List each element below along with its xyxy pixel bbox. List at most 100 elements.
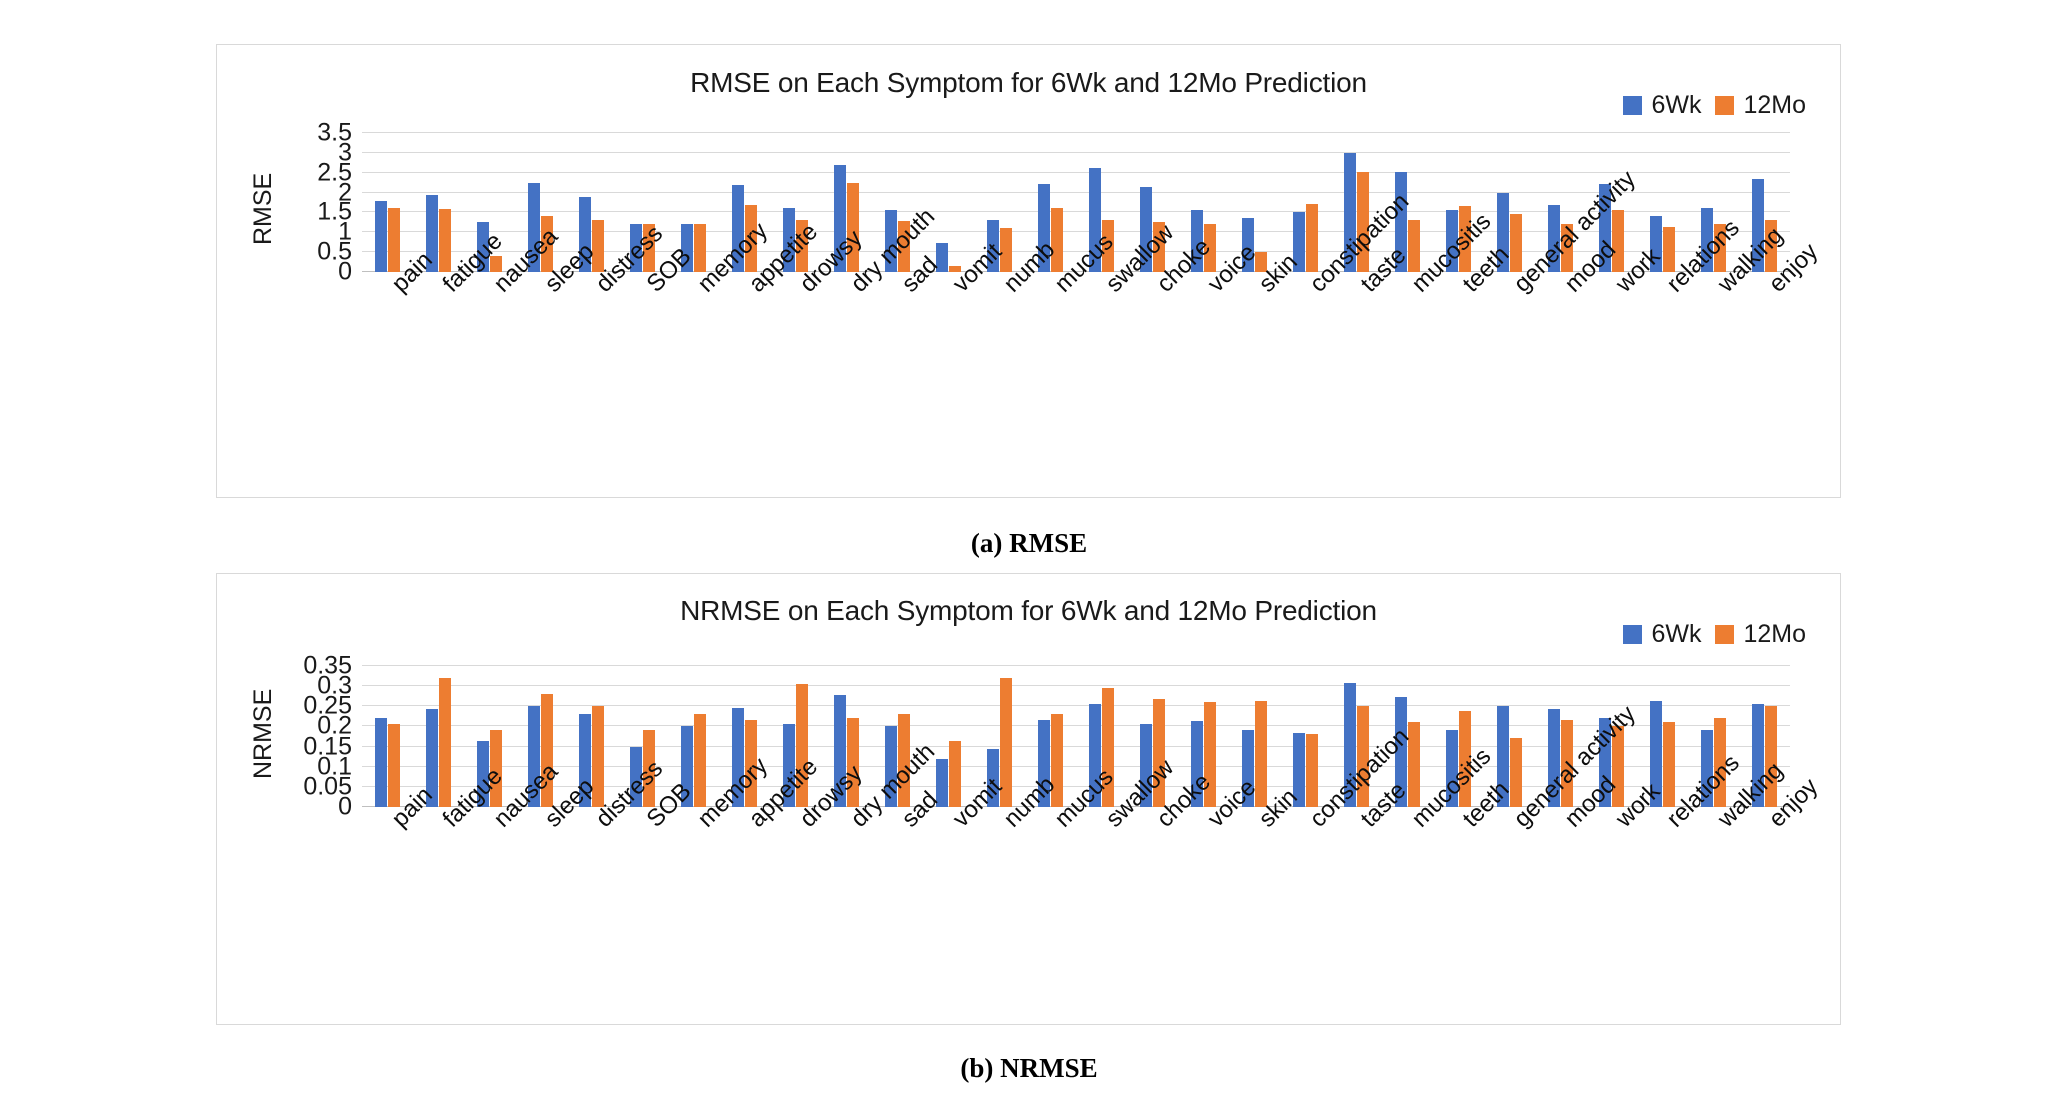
legend-item-6wk[interactable]: 6Wk: [1623, 622, 1701, 647]
bar-12mo[interactable]: [1561, 224, 1573, 272]
bar-6wk[interactable]: [1701, 208, 1713, 272]
bar-12mo[interactable]: [1510, 737, 1522, 807]
bar-6wk[interactable]: [681, 224, 693, 272]
bar-12mo[interactable]: [1306, 203, 1318, 272]
bar-12mo[interactable]: [592, 220, 604, 272]
bar-12mo[interactable]: [643, 730, 655, 807]
bar-6wk[interactable]: [1497, 192, 1509, 272]
bar-6wk[interactable]: [1242, 730, 1254, 807]
bar-6wk[interactable]: [375, 201, 387, 272]
bar-6wk[interactable]: [477, 222, 489, 272]
bar-6wk[interactable]: [477, 740, 489, 807]
bar-6wk[interactable]: [885, 726, 897, 807]
bar-6wk[interactable]: [1191, 210, 1203, 272]
bar-12mo[interactable]: [1357, 171, 1369, 272]
bar-12mo[interactable]: [1153, 222, 1165, 272]
bar-6wk[interactable]: [1752, 178, 1764, 272]
bar-6wk[interactable]: [426, 194, 438, 272]
bar-12mo[interactable]: [1408, 722, 1420, 807]
bar-6wk[interactable]: [1140, 186, 1152, 272]
bar-6wk[interactable]: [1140, 724, 1152, 807]
bar-12mo[interactable]: [1765, 706, 1777, 807]
bar-6wk[interactable]: [1293, 733, 1305, 807]
bar-12mo[interactable]: [1255, 701, 1267, 807]
bar-6wk[interactable]: [1650, 701, 1662, 807]
bar-12mo[interactable]: [745, 205, 757, 272]
bar-12mo[interactable]: [643, 224, 655, 272]
bar-6wk[interactable]: [936, 759, 948, 807]
bar-12mo[interactable]: [1612, 726, 1624, 807]
bar-6wk[interactable]: [630, 747, 642, 807]
bar-12mo[interactable]: [1408, 220, 1420, 272]
bar-6wk[interactable]: [1089, 704, 1101, 807]
bar-12mo[interactable]: [694, 714, 706, 807]
bar-6wk[interactable]: [1701, 730, 1713, 807]
bar-12mo[interactable]: [1663, 722, 1675, 807]
bar-12mo[interactable]: [1306, 733, 1318, 807]
bar-6wk[interactable]: [834, 164, 846, 272]
bar-6wk[interactable]: [1344, 682, 1356, 807]
bar-6wk[interactable]: [834, 695, 846, 807]
bar-12mo[interactable]: [1765, 220, 1777, 272]
bar-6wk[interactable]: [1038, 720, 1050, 807]
bar-12mo[interactable]: [1051, 208, 1063, 272]
bar-12mo[interactable]: [388, 208, 400, 272]
bar-6wk[interactable]: [1191, 721, 1203, 807]
bar-6wk[interactable]: [1446, 730, 1458, 807]
bar-12mo[interactable]: [1204, 224, 1216, 272]
bar-12mo[interactable]: [745, 720, 757, 807]
bar-6wk[interactable]: [579, 713, 591, 807]
bar-12mo[interactable]: [847, 717, 859, 807]
bar-12mo[interactable]: [1510, 214, 1522, 272]
bar-6wk[interactable]: [528, 706, 540, 807]
bar-12mo[interactable]: [694, 224, 706, 272]
bar-6wk[interactable]: [1548, 709, 1560, 807]
bar-12mo[interactable]: [1459, 206, 1471, 272]
bar-12mo[interactable]: [1612, 210, 1624, 272]
bar-12mo[interactable]: [490, 256, 502, 272]
bar-12mo[interactable]: [898, 714, 910, 807]
bar-6wk[interactable]: [1089, 167, 1101, 272]
bar-6wk[interactable]: [1599, 183, 1611, 272]
bar-12mo[interactable]: [1102, 688, 1114, 807]
bar-6wk[interactable]: [579, 197, 591, 272]
bar-12mo[interactable]: [1204, 702, 1216, 807]
bar-12mo[interactable]: [1714, 224, 1726, 272]
bar-12mo[interactable]: [1255, 252, 1267, 272]
legend-item-12mo[interactable]: 12Mo: [1715, 622, 1806, 647]
bar-12mo[interactable]: [796, 684, 808, 807]
bar-6wk[interactable]: [1650, 216, 1662, 272]
bar-12mo[interactable]: [439, 678, 451, 807]
bar-12mo[interactable]: [898, 221, 910, 272]
bar-12mo[interactable]: [541, 215, 553, 272]
bar-12mo[interactable]: [1357, 706, 1369, 807]
bar-12mo[interactable]: [1714, 718, 1726, 807]
bar-12mo[interactable]: [541, 694, 553, 807]
bar-6wk[interactable]: [1293, 212, 1305, 272]
bar-6wk[interactable]: [1242, 218, 1254, 272]
bar-6wk[interactable]: [1548, 204, 1560, 272]
bar-6wk[interactable]: [987, 749, 999, 807]
bar-6wk[interactable]: [1038, 183, 1050, 272]
bar-6wk[interactable]: [681, 726, 693, 807]
bar-6wk[interactable]: [1395, 171, 1407, 272]
bar-12mo[interactable]: [439, 209, 451, 272]
bar-12mo[interactable]: [949, 741, 961, 807]
bar-12mo[interactable]: [1153, 699, 1165, 807]
bar-12mo[interactable]: [1663, 227, 1675, 272]
bar-6wk[interactable]: [1446, 210, 1458, 272]
legend-item-6wk[interactable]: 6Wk: [1623, 93, 1701, 118]
bar-12mo[interactable]: [490, 730, 502, 807]
bar-6wk[interactable]: [732, 708, 744, 807]
bar-6wk[interactable]: [528, 182, 540, 272]
bar-6wk[interactable]: [1752, 704, 1764, 807]
bar-12mo[interactable]: [1561, 720, 1573, 807]
bar-6wk[interactable]: [375, 718, 387, 807]
bar-12mo[interactable]: [1000, 227, 1012, 272]
bar-6wk[interactable]: [1395, 697, 1407, 807]
bar-12mo[interactable]: [796, 220, 808, 272]
bar-12mo[interactable]: [1051, 713, 1063, 807]
bar-6wk[interactable]: [732, 184, 744, 272]
bar-12mo[interactable]: [1102, 220, 1114, 272]
bar-6wk[interactable]: [1344, 152, 1356, 272]
